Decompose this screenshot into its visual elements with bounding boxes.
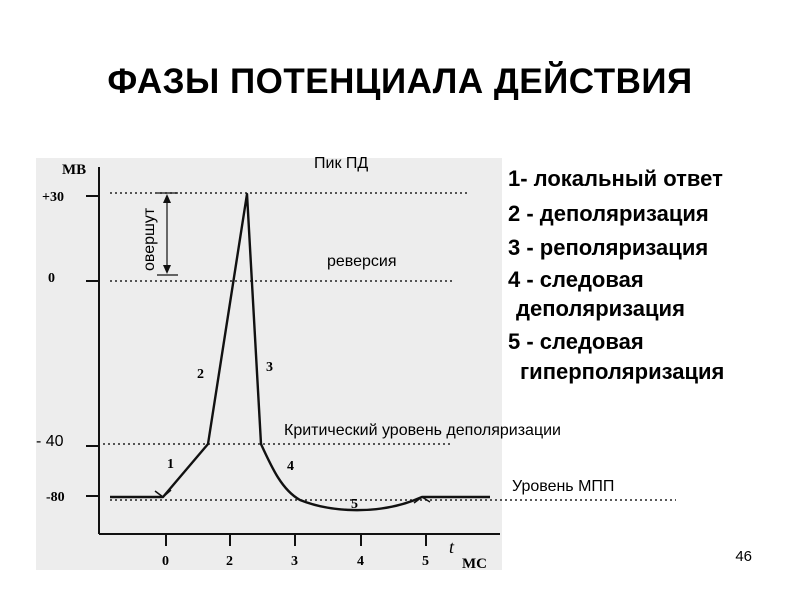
action-potential-curve (110, 192, 490, 512)
x-tick-label: 2 (226, 554, 233, 569)
x-unit-t-label: t (449, 537, 455, 557)
phase-legend: 1- локальный ответ 2 - деполяризация 3 -… (508, 162, 798, 388)
reference-lines (103, 192, 676, 501)
legend-item-3: 3 - реполяризация (508, 235, 709, 260)
legend-item-4-line2: деполяризация (516, 295, 685, 321)
legend-item-1: 1- локальный ответ (508, 166, 723, 191)
overshoot-arrow (157, 192, 178, 276)
y-tick-label: -80 (46, 490, 65, 505)
y-tick-label: +30 (42, 190, 64, 205)
x-tick-label: 0 (162, 554, 169, 569)
legend-item-4: 4 - следовая деполяризация (508, 266, 798, 324)
page-number: 46 (735, 548, 752, 565)
phase-label-3: 3 (266, 360, 273, 375)
phase-label-5: 5 (351, 497, 358, 512)
phase-label-4: 4 (287, 459, 294, 474)
y-tick-marks (86, 195, 99, 497)
legend-item-5: 5 - следовая гиперполяризация (508, 328, 798, 388)
x-tick-label: 4 (357, 554, 364, 569)
y-unit-label: МВ (62, 162, 86, 178)
x-tick-label: 3 (291, 554, 298, 569)
phase-label-1: 1 (167, 457, 174, 472)
peak-label: Пик ПД (314, 155, 369, 172)
x-unit-label: МС (462, 556, 487, 572)
reversal-label: реверсия (327, 253, 397, 270)
diagram-background (36, 158, 502, 570)
x-tick-marks (165, 534, 427, 546)
x-tick-label: 5 (422, 554, 429, 569)
y-tick-label: 0 (48, 271, 55, 286)
legend-item-4-line1: 4 - следовая (508, 266, 644, 292)
threshold-label: Критический уровень деполяризации (284, 422, 561, 439)
threshold-tick-label: - 40 (36, 433, 64, 450)
resting-level-label: Уровень МПП (512, 478, 615, 495)
onset-marker (154, 489, 172, 498)
slide-title: ФАЗЫ ПОТЕНЦИАЛА ДЕЙСТВИЯ (107, 62, 693, 101)
overshoot-label: овершут (141, 207, 158, 271)
legend-item-5-line2: гиперполяризация (520, 358, 725, 384)
legend-item-2: 2 - деполяризация (508, 200, 709, 226)
legend-item-5-line1: 5 - следовая (508, 328, 644, 354)
phase-label-2: 2 (197, 367, 204, 382)
recovery-marker (413, 496, 431, 504)
